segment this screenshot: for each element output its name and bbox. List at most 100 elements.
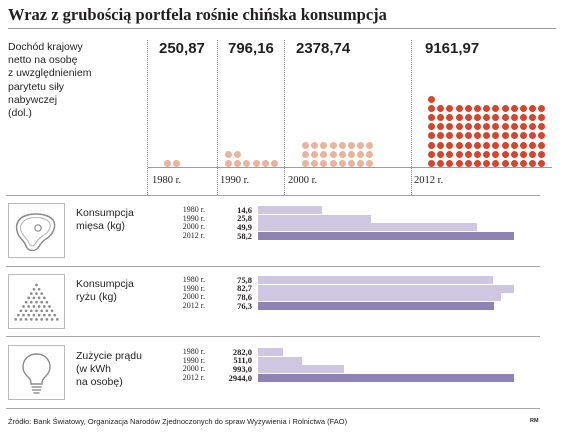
rice-grain <box>22 313 25 317</box>
income-dot <box>357 141 365 149</box>
bar-year-label: 2012 r. <box>182 231 205 241</box>
income-dot <box>520 104 527 112</box>
column-divider <box>217 40 218 195</box>
income-dot <box>538 114 546 121</box>
rice-grain <box>53 313 57 317</box>
bar-year-label: 2000 r. <box>182 364 205 374</box>
rice-bar <box>258 302 495 311</box>
income-dot <box>520 150 527 158</box>
rice-grain <box>48 313 51 317</box>
income-dot <box>474 150 481 158</box>
rice-grain <box>32 313 36 317</box>
income-dot <box>320 141 328 149</box>
rice-grain <box>45 300 49 304</box>
rice-grain <box>40 318 44 321</box>
rice-bar <box>258 293 502 302</box>
income-dot <box>510 123 518 131</box>
income-value-1980: 250,87 <box>159 40 205 57</box>
rice-bar <box>258 276 493 284</box>
income-dot <box>501 160 509 167</box>
bar-value-label: 14,6 <box>237 204 252 215</box>
bar-value-label: 511,0 <box>233 355 252 366</box>
rice-grain <box>37 313 41 317</box>
bar-value-label: 78,6 <box>237 291 252 302</box>
meat-consumption-label: Konsumpcja mięsa (kg) <box>76 207 134 232</box>
bar-value-label: 49,9 <box>237 221 252 232</box>
rice-grain <box>37 305 41 308</box>
rice-grain <box>37 287 41 291</box>
income-dot <box>501 141 509 149</box>
income-dot <box>501 114 509 121</box>
bar-year-label: 1990 r. <box>182 355 205 365</box>
income-dot <box>348 150 355 158</box>
income-dot <box>329 150 337 158</box>
bar-year-label: 2000 r. <box>182 222 205 232</box>
rice-grain <box>42 313 46 317</box>
rice-consumption-label: Konsumpcja ryżu (kg) <box>76 278 134 303</box>
rice-grain <box>24 318 28 321</box>
income-dot <box>464 160 472 167</box>
bar-value-label: 82,7 <box>237 283 252 294</box>
income-dot <box>348 141 355 149</box>
income-dot <box>474 104 481 112</box>
income-dot <box>302 141 309 149</box>
electricity-bar <box>258 365 345 374</box>
income-dot <box>446 123 454 131</box>
rice-grain <box>32 305 36 308</box>
author-credit: RM <box>530 418 539 424</box>
income-dot <box>437 132 445 140</box>
income-dot <box>455 114 463 121</box>
income-dot <box>437 141 445 149</box>
bar-year-label: 1990 r. <box>182 283 205 293</box>
income-dot <box>428 150 435 158</box>
income-dot <box>455 150 463 158</box>
income-dot <box>538 141 546 149</box>
income-dot <box>483 150 491 158</box>
rice-grain <box>42 305 46 308</box>
income-dot <box>320 150 328 158</box>
income-dot <box>455 160 463 167</box>
rice-grain <box>19 309 23 313</box>
income-dot <box>338 141 346 149</box>
income-dot <box>446 150 454 158</box>
income-dot <box>437 114 445 121</box>
income-dot <box>357 160 365 167</box>
income-dot <box>520 123 527 131</box>
rice-grain <box>50 309 54 313</box>
income-dot <box>338 160 346 167</box>
rice-grain <box>16 313 20 317</box>
income-description: Dochód krajowy netto na osobę z uwzględn… <box>8 41 92 120</box>
income-dot <box>474 141 481 149</box>
electricity-bar <box>258 348 283 356</box>
rice-grain <box>40 300 44 304</box>
rice-grain <box>24 309 28 313</box>
income-dot <box>520 132 527 140</box>
income-dot <box>320 160 328 167</box>
rice-grain <box>29 300 33 304</box>
income-dot <box>234 150 242 158</box>
rice-grain <box>45 318 49 321</box>
chart-title: Wraz z grubością portfela rośnie chińska… <box>8 5 387 24</box>
bar-year-label: 1980 r. <box>182 205 205 214</box>
rice-grain <box>32 287 36 291</box>
income-dot <box>464 114 472 121</box>
income-dot <box>492 114 500 121</box>
bar-value-label: 2944,0 <box>228 372 252 383</box>
income-dot <box>529 114 537 121</box>
bar-value-label: 993,0 <box>232 363 252 374</box>
income-dot <box>252 160 260 167</box>
income-dot <box>538 150 546 158</box>
income-dot <box>510 114 518 121</box>
income-dot <box>243 160 251 167</box>
income-dot <box>311 150 319 158</box>
income-dot <box>302 150 309 158</box>
rice-grain <box>35 300 38 304</box>
rice-grain <box>45 309 49 313</box>
income-dot <box>357 150 365 158</box>
income-dot <box>311 160 319 167</box>
source-note: Źródło: Bank Światowy, Organizacja Narod… <box>8 417 348 426</box>
income-dot <box>348 160 355 167</box>
income-baseline <box>148 167 552 168</box>
electricity-usage-label: Zużycie prądu (w kWh na osobę) <box>76 350 142 388</box>
